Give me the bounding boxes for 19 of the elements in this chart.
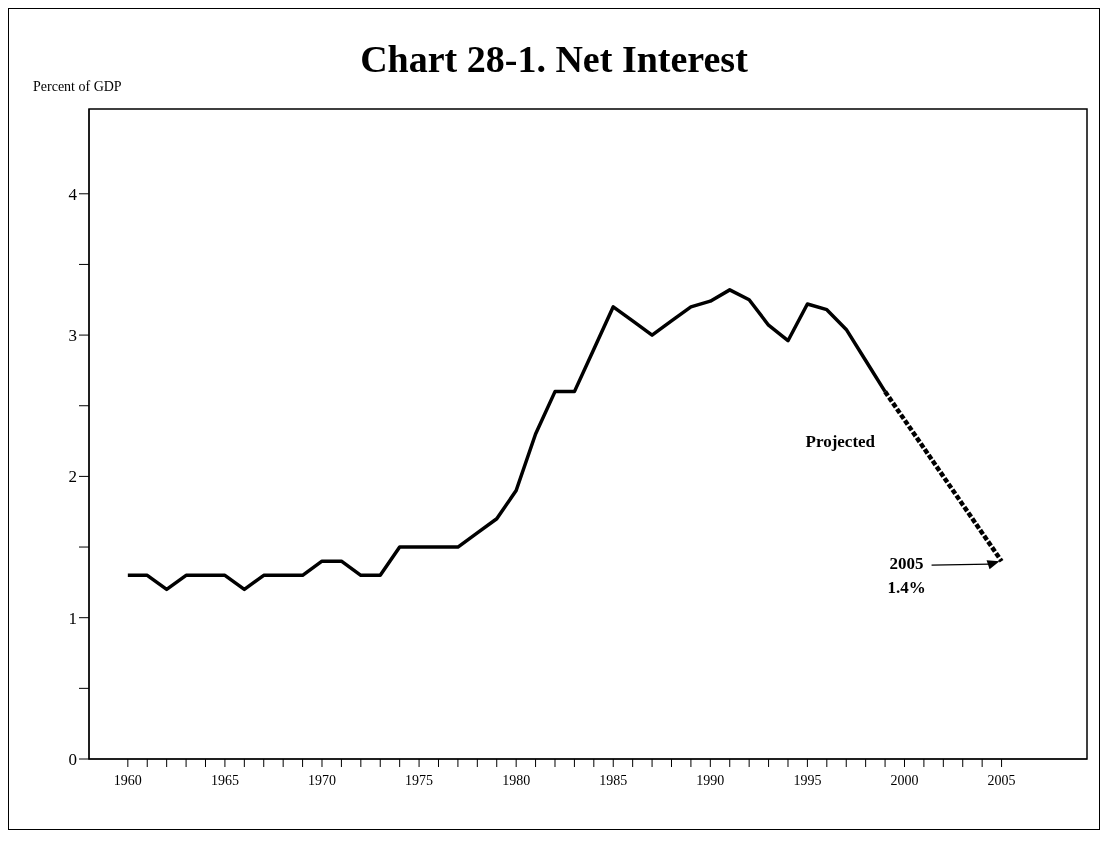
y-tick-label: 3 bbox=[68, 326, 77, 346]
x-tick-label: 1980 bbox=[502, 772, 531, 788]
y-tick-label: 0 bbox=[68, 750, 77, 770]
x-tick-label: 1965 bbox=[210, 772, 239, 788]
x-tick-label: 1995 bbox=[793, 772, 822, 788]
x-tick-label: 1990 bbox=[696, 772, 725, 788]
x-tick-label: 1975 bbox=[405, 772, 434, 788]
x-tick-label: 1970 bbox=[308, 772, 336, 788]
y-tick-label: 2 bbox=[68, 467, 77, 487]
x-tick-label: 1985 bbox=[599, 772, 628, 788]
y-axis-title: Percent of GDP bbox=[33, 79, 122, 95]
annotation: 2005 1.4% bbox=[887, 554, 926, 598]
x-tick-label: 2000 bbox=[890, 772, 919, 788]
y-tick-label: 1 bbox=[68, 608, 77, 628]
chart-title: Chart 28-1. Net Interest bbox=[360, 38, 748, 80]
x-tick-label: 2005 bbox=[987, 772, 1016, 788]
y-tick-label: 4 bbox=[68, 184, 78, 204]
annotation: Projected bbox=[805, 431, 876, 451]
x-tick-label: 1960 bbox=[113, 772, 142, 788]
